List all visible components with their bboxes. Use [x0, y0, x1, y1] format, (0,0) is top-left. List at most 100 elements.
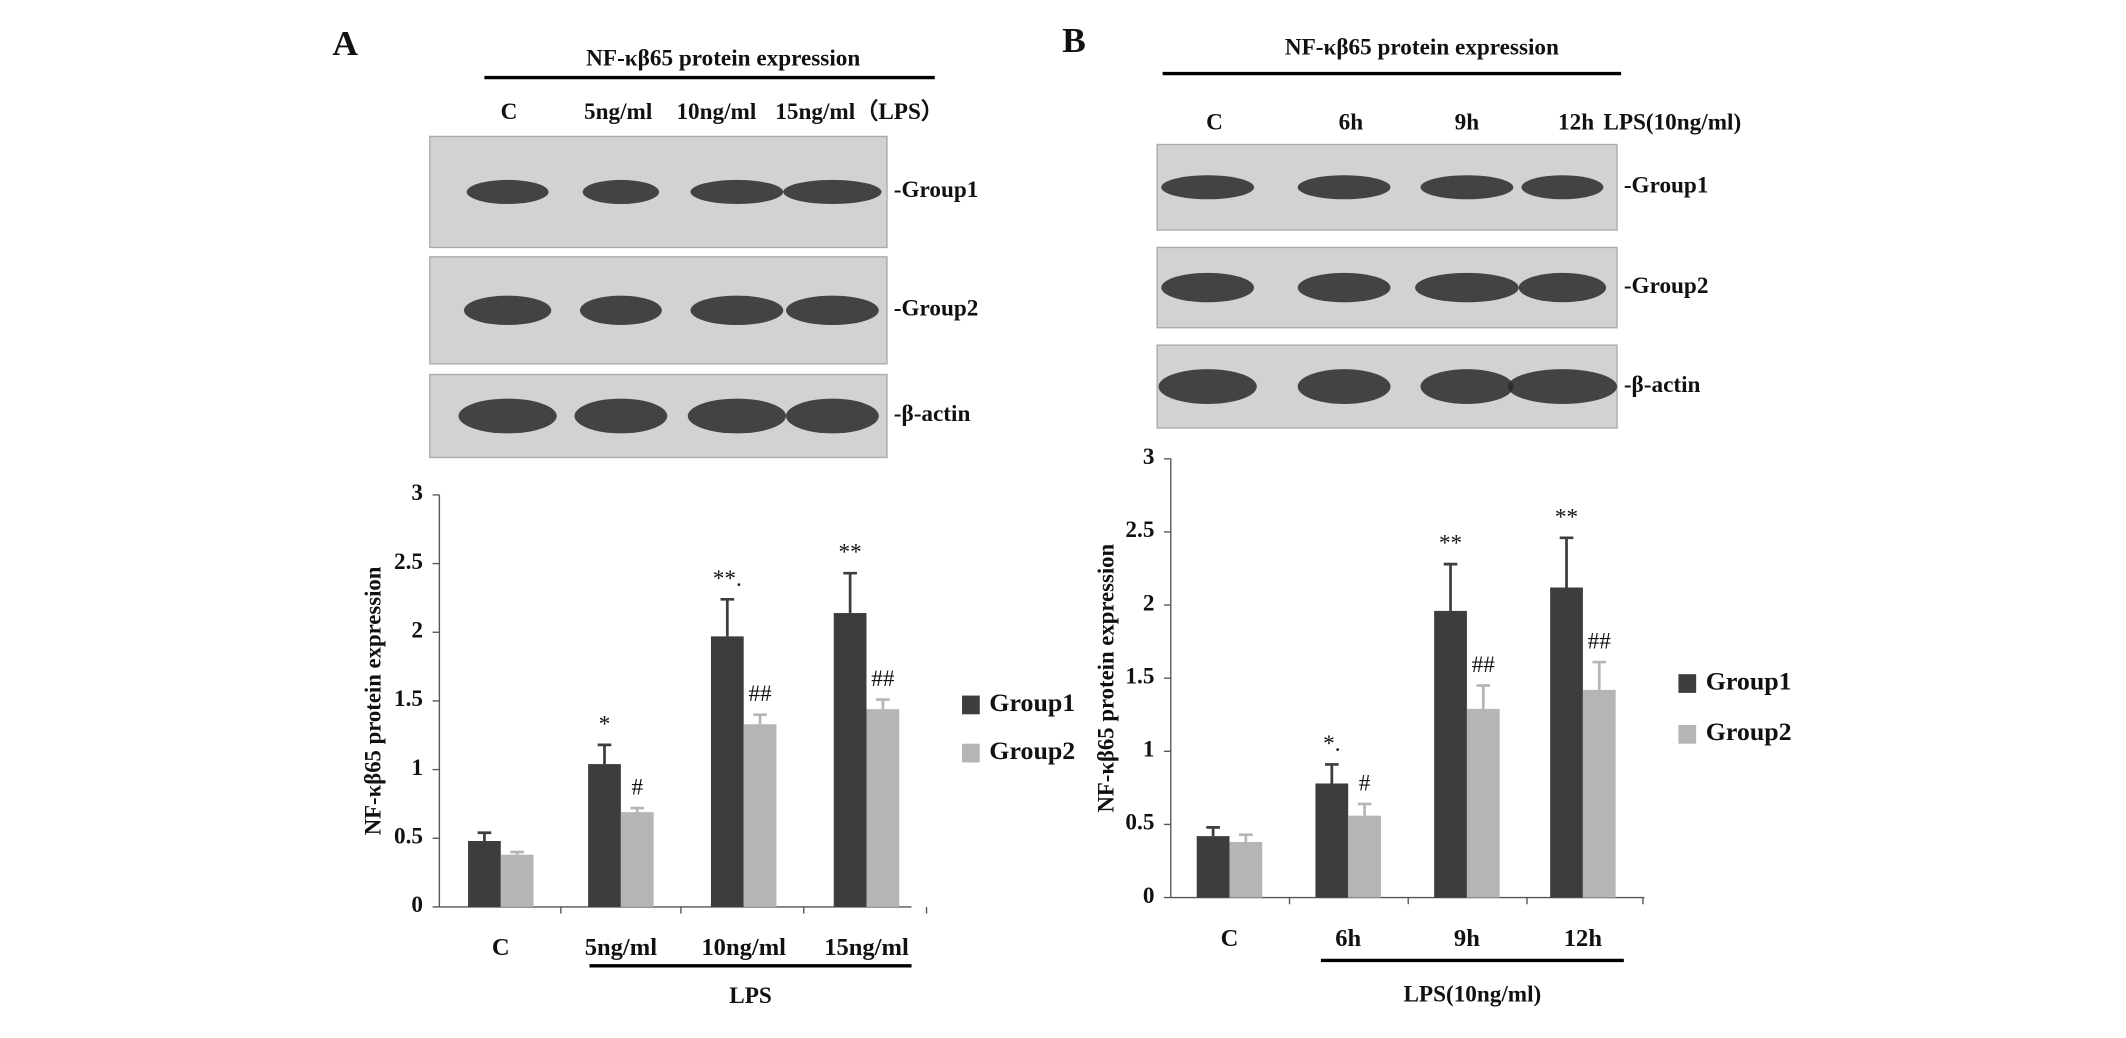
bar	[1196, 836, 1230, 898]
blot-band	[690, 179, 784, 204]
blot-band	[783, 179, 882, 204]
bar	[710, 636, 744, 907]
bar	[1315, 783, 1349, 898]
bar	[588, 764, 621, 907]
error-bar	[843, 571, 857, 614]
blot-band	[1158, 369, 1257, 404]
bar	[1434, 610, 1467, 898]
significance-label: **.	[713, 566, 742, 591]
error-bar	[1592, 660, 1607, 690]
y-tick-label: 1	[411, 755, 423, 780]
panel-letter: A	[332, 24, 358, 63]
x-tick-label: 12h	[1564, 925, 1603, 952]
error-bar	[720, 597, 735, 637]
x-tick-label: 15ng/ml	[824, 934, 909, 961]
blot-band	[1521, 175, 1604, 200]
legend-label: Group2	[1706, 717, 1792, 746]
bar	[743, 724, 777, 907]
bar	[1466, 708, 1500, 898]
x-tick-label: 5ng/ml	[585, 934, 658, 961]
error-bar	[753, 713, 767, 725]
bar	[1550, 587, 1583, 898]
error-bar	[510, 850, 524, 855]
y-axis-label: NF-κβ65 protein expression	[360, 566, 385, 835]
y-tick-label: 2.5	[394, 549, 423, 574]
group-label: LPS	[729, 983, 772, 1008]
significance-label: ##	[1472, 652, 1496, 677]
significance-label: ##	[748, 681, 772, 706]
error-bar	[597, 743, 612, 765]
blot-row-label: -Group2	[1624, 273, 1709, 298]
bar	[866, 709, 900, 907]
significance-label: #	[1359, 771, 1371, 796]
error-bar	[630, 806, 645, 813]
blot-band	[785, 295, 879, 326]
y-tick-label: 3	[1143, 444, 1155, 469]
blot-band	[687, 398, 786, 434]
error-bar	[1324, 763, 1339, 784]
y-tick-label: 2.5	[1125, 517, 1154, 542]
lane-label: C	[501, 99, 518, 124]
error-bar	[1357, 802, 1372, 816]
legend-swatch	[1678, 724, 1697, 744]
significance-label: **	[1439, 531, 1462, 556]
bar	[1582, 689, 1616, 898]
y-tick-label: 2	[411, 618, 423, 643]
blot-band	[1507, 369, 1618, 404]
lane-label: 10ng/ml	[676, 99, 756, 124]
legend-swatch	[962, 695, 980, 715]
blot-title: NF-κβ65 protein expression	[586, 46, 860, 71]
blot-band	[1161, 175, 1255, 200]
blot-title: NF-κβ65 protein expression	[1285, 35, 1559, 60]
y-tick-label: 1.5	[1125, 664, 1154, 689]
error-bar	[1559, 536, 1574, 588]
legend-label: Group1	[989, 688, 1075, 717]
blot-band	[690, 295, 784, 326]
lane-label: 15ng/ml（LPS）	[775, 98, 944, 124]
blot-band	[1297, 369, 1391, 404]
lane-label: 12h	[1558, 110, 1594, 135]
blot-band	[785, 398, 879, 434]
group-label: LPS(10ng/ml)	[1403, 982, 1541, 1007]
blot-band	[574, 398, 668, 434]
y-tick-label: 0	[1143, 883, 1155, 908]
blot-band	[1161, 272, 1255, 303]
error-bar	[1206, 826, 1220, 837]
y-tick-label: 0.5	[394, 824, 423, 849]
x-tick-label: 6h	[1335, 925, 1361, 952]
lane-label: 5ng/ml	[584, 99, 652, 124]
error-bar	[1476, 684, 1491, 709]
error-bar	[1443, 562, 1458, 611]
significance-label: ##	[871, 666, 895, 691]
lane-label: 6h	[1339, 110, 1364, 135]
legend-swatch	[1678, 674, 1697, 693]
x-tick-label: 10ng/ml	[701, 934, 786, 961]
blot-band	[579, 295, 662, 326]
blot-band	[1297, 272, 1391, 303]
x-tick-label: C	[1221, 925, 1239, 952]
lane-label: C	[1206, 110, 1223, 135]
bar	[468, 840, 501, 907]
x-tick-label: C	[492, 934, 510, 961]
blot-band	[1415, 272, 1519, 303]
blot-band	[1420, 369, 1514, 404]
blot-band	[582, 179, 660, 204]
treatment-label: LPS(10ng/ml)	[1603, 110, 1741, 135]
panel-letter: B	[1062, 21, 1086, 60]
error-bar	[1239, 833, 1253, 842]
blot-band	[458, 398, 557, 434]
significance-label: *.	[1323, 731, 1340, 756]
y-tick-label: 1	[1143, 737, 1155, 762]
y-tick-label: 2	[1143, 590, 1155, 615]
blot-band	[463, 295, 552, 326]
blot-row-label: -Group1	[894, 177, 979, 202]
bar	[620, 812, 654, 907]
significance-label: ##	[1588, 629, 1612, 654]
legend-label: Group1	[1706, 667, 1792, 696]
blot-band	[466, 179, 549, 204]
error-bar	[477, 831, 492, 841]
bar	[1229, 841, 1263, 898]
blot-band	[1297, 175, 1391, 200]
